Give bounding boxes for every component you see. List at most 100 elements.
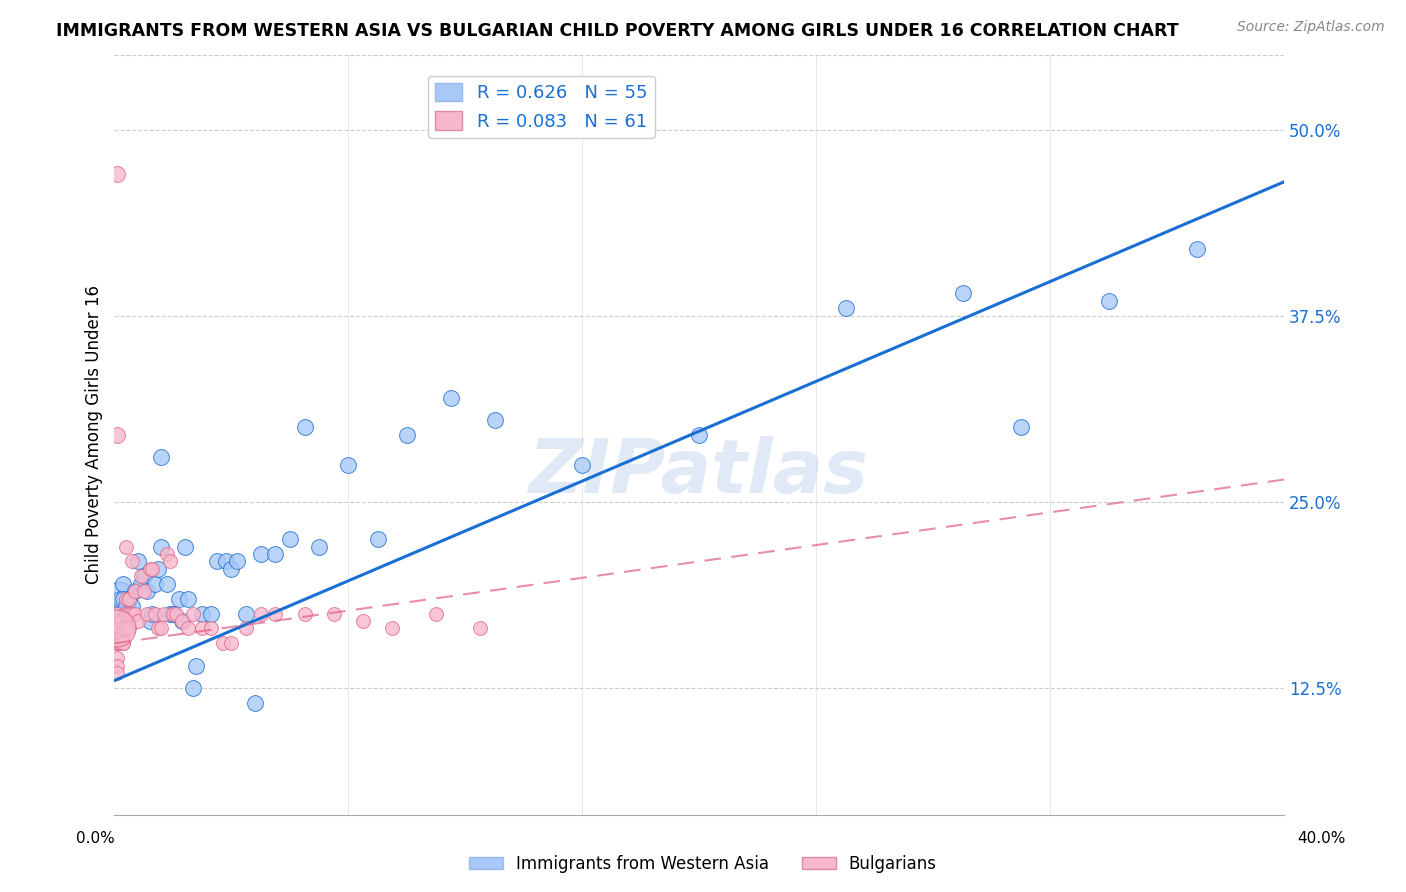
Point <box>211 636 233 650</box>
Y-axis label: Child Poverty Among Girls Under 16: Child Poverty Among Girls Under 16 <box>86 285 103 584</box>
Point <box>176 591 198 606</box>
Point <box>440 391 463 405</box>
Point <box>135 584 157 599</box>
Point <box>110 636 132 650</box>
Point <box>118 607 141 621</box>
Point <box>107 591 129 606</box>
Point <box>148 622 170 636</box>
Point <box>124 607 146 621</box>
Point <box>105 666 128 681</box>
Point <box>191 622 214 636</box>
Point <box>112 636 135 650</box>
Point <box>1010 420 1032 434</box>
Point <box>162 607 184 621</box>
Point <box>112 591 135 606</box>
Point <box>150 540 173 554</box>
Point <box>127 554 149 568</box>
Point <box>322 607 344 621</box>
Point <box>112 576 135 591</box>
Point <box>173 540 195 554</box>
Point <box>183 607 205 621</box>
Point <box>688 427 710 442</box>
Point <box>110 614 132 628</box>
Point <box>221 636 243 650</box>
Point <box>115 622 138 636</box>
Point <box>105 636 128 650</box>
Point <box>105 607 128 621</box>
Point <box>337 458 360 472</box>
Point <box>129 576 152 591</box>
Point <box>352 614 374 628</box>
Legend: R = 0.626   N = 55, R = 0.083   N = 61: R = 0.626 N = 55, R = 0.083 N = 61 <box>429 76 655 137</box>
Point <box>226 554 249 568</box>
Point <box>124 584 146 599</box>
Point <box>367 532 389 546</box>
Text: Source: ZipAtlas.com: Source: ZipAtlas.com <box>1237 20 1385 34</box>
Point <box>170 614 193 628</box>
Point <box>235 607 257 621</box>
Point <box>205 554 228 568</box>
Legend: Immigrants from Western Asia, Bulgarians: Immigrants from Western Asia, Bulgarians <box>463 848 943 880</box>
Point <box>115 599 138 613</box>
Point <box>105 607 128 621</box>
Text: ZIPatlas: ZIPatlas <box>529 436 869 509</box>
Point <box>118 591 141 606</box>
Point <box>176 622 198 636</box>
Point <box>167 591 190 606</box>
Point <box>156 547 179 561</box>
Point <box>121 599 143 613</box>
Point <box>484 413 506 427</box>
Point <box>115 540 138 554</box>
Point <box>105 167 128 181</box>
Point <box>127 614 149 628</box>
Point <box>249 547 271 561</box>
Point <box>141 562 163 576</box>
Point <box>214 554 236 568</box>
Point <box>132 584 155 599</box>
Point <box>571 458 593 472</box>
Point <box>278 532 301 546</box>
Point <box>468 622 491 636</box>
Point <box>118 622 141 636</box>
Point <box>186 658 208 673</box>
Point <box>105 622 128 636</box>
Point <box>264 547 287 561</box>
Point <box>143 607 166 621</box>
Point <box>138 614 160 628</box>
Point <box>143 576 166 591</box>
Point <box>124 584 146 599</box>
Point <box>105 614 128 628</box>
Point <box>115 591 138 606</box>
Point <box>156 576 179 591</box>
Point <box>121 554 143 568</box>
Point <box>294 607 316 621</box>
Text: 40.0%: 40.0% <box>1298 831 1346 846</box>
Point <box>110 636 132 650</box>
Point <box>110 629 132 643</box>
Point <box>1185 242 1208 256</box>
Point <box>110 622 132 636</box>
Point <box>162 607 184 621</box>
Point <box>141 607 163 621</box>
Point <box>1098 293 1121 308</box>
Point <box>249 607 271 621</box>
Point <box>191 607 214 621</box>
Point <box>153 607 176 621</box>
Point <box>115 607 138 621</box>
Point <box>135 607 157 621</box>
Point <box>159 554 181 568</box>
Point <box>105 629 128 643</box>
Point <box>264 607 287 621</box>
Point <box>183 681 205 695</box>
Point <box>115 607 138 621</box>
Point <box>235 622 257 636</box>
Point <box>118 607 141 621</box>
Point <box>243 696 266 710</box>
Point <box>159 607 181 621</box>
Point <box>165 607 187 621</box>
Point <box>200 607 222 621</box>
Point <box>105 658 128 673</box>
Point <box>118 591 141 606</box>
Text: 0.0%: 0.0% <box>76 831 115 846</box>
Point <box>150 450 173 465</box>
